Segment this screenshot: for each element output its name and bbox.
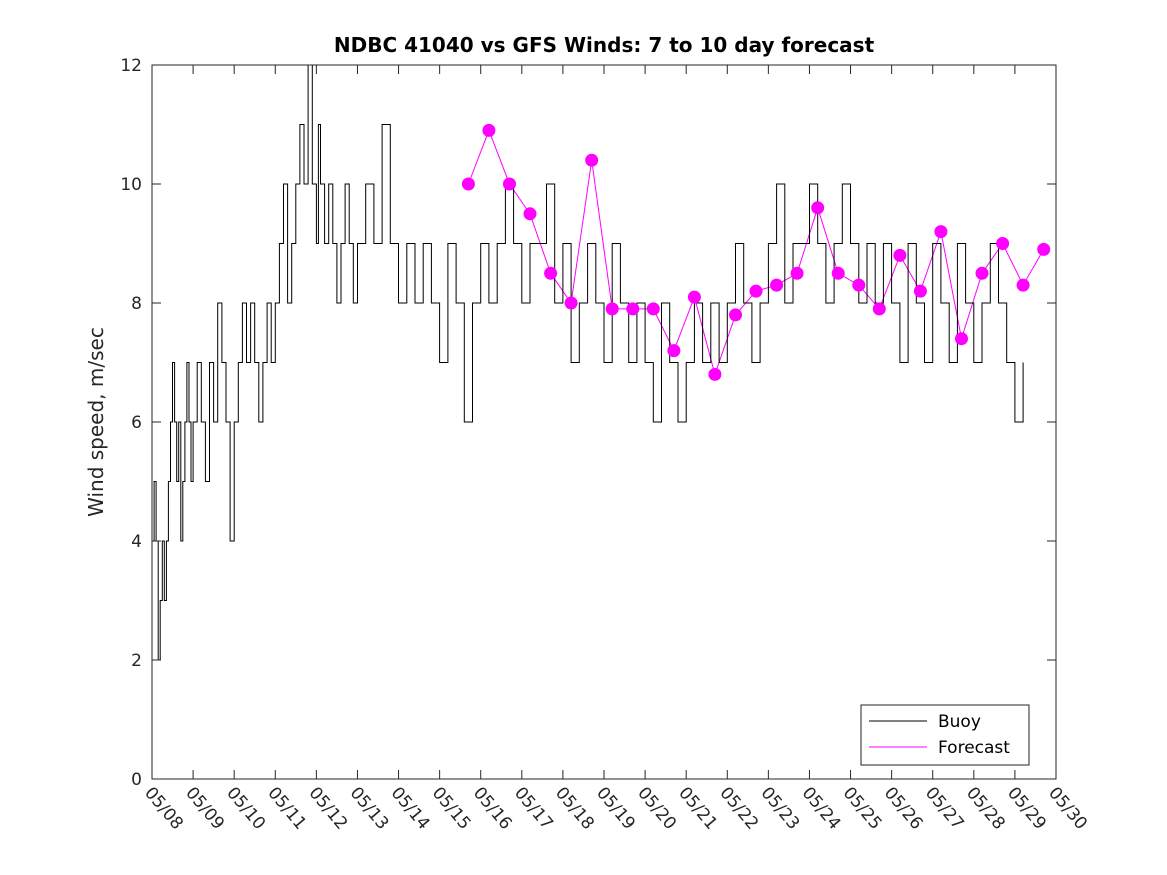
legend: Buoy Forecast: [860, 704, 1030, 766]
forecast-point: [934, 225, 948, 239]
forecast-point: [749, 284, 763, 298]
y-tick-label: 0: [131, 770, 142, 790]
forecast-point: [503, 177, 516, 191]
forecast-point: [585, 153, 599, 167]
forecast-point: [605, 302, 619, 316]
forecast-point: [646, 302, 660, 316]
y-axis-label: Wind speed, m/sec: [84, 327, 108, 517]
forecast-point: [996, 237, 1010, 250]
legend-forecast-label: Forecast: [938, 738, 1010, 758]
forecast-point: [811, 201, 825, 215]
y-tick-label: 4: [131, 532, 142, 552]
forecast-point: [687, 290, 701, 304]
forecast-point: [1037, 242, 1051, 256]
plot-area: [152, 65, 1056, 779]
buoy-line: [152, 64, 1024, 661]
forecast-point: [893, 248, 907, 262]
forecast-point: [975, 266, 989, 280]
buoy-series: [152, 64, 1024, 661]
forecast-point: [1016, 278, 1030, 292]
y-tick-label: 8: [131, 294, 142, 314]
forecast-point: [770, 278, 784, 292]
forecast-point: [913, 284, 927, 298]
y-tick-label: 2: [131, 651, 142, 671]
forecast-markers: [461, 123, 1051, 381]
forecast-point: [831, 266, 845, 280]
legend-buoy-label: Buoy: [938, 712, 981, 732]
legend-box: [860, 704, 1030, 766]
y-tick-label: 10: [120, 175, 142, 195]
y-tick-label: 12: [120, 56, 142, 76]
y-axis: 0 2 4 6 8 10 12: [120, 56, 1056, 790]
forecast-point: [544, 266, 558, 280]
chart-title: NDBC 41040 vs GFS Winds: 7 to 10 day for…: [334, 33, 875, 57]
forecast-point: [564, 296, 578, 310]
forecast-point: [482, 123, 496, 137]
forecast-point: [852, 278, 866, 292]
forecast-point: [872, 302, 886, 316]
forecast-point: [523, 207, 537, 221]
forecast-point: [955, 332, 968, 346]
forecast-point: [461, 177, 475, 191]
y-tick-label: 6: [131, 413, 142, 433]
forecast-point: [729, 308, 742, 322]
forecast-point: [708, 367, 722, 381]
forecast-point: [626, 302, 640, 316]
forecast-point: [790, 266, 804, 280]
forecast-point: [667, 344, 681, 358]
